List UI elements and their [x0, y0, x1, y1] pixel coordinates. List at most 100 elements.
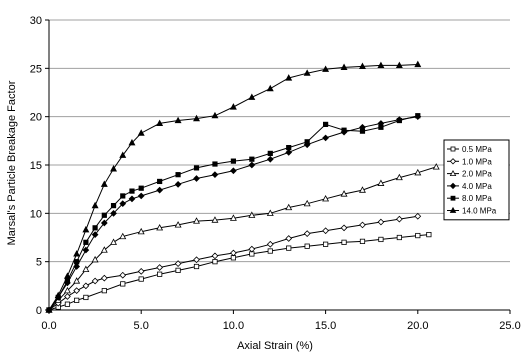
- data-point: [286, 245, 292, 251]
- data-point: [110, 209, 117, 217]
- data-point: [266, 240, 274, 248]
- y-tick-label: 25: [30, 63, 42, 75]
- data-point: [54, 291, 62, 299]
- y-tick-label: 0: [36, 305, 42, 317]
- data-point: [175, 172, 181, 178]
- data-point: [303, 199, 311, 207]
- data-point: [137, 227, 145, 235]
- data-point: [129, 188, 135, 194]
- x-tick-label: 20.0: [407, 320, 428, 332]
- y-tick-label: 20: [30, 112, 42, 124]
- data-point: [157, 271, 163, 277]
- data-point: [193, 256, 200, 264]
- data-point: [340, 190, 348, 197]
- data-point: [74, 259, 80, 265]
- data-point: [248, 211, 256, 218]
- data-point: [266, 155, 274, 163]
- data-point: [377, 61, 385, 69]
- data-point: [193, 263, 200, 270]
- data-point: [82, 225, 90, 233]
- data-point: [83, 239, 89, 245]
- data-point: [414, 60, 422, 68]
- legend-label: 1.0 MPa: [462, 157, 492, 166]
- legend-label: 8.0 MPa: [462, 194, 492, 203]
- data-point: [174, 180, 182, 188]
- data-point: [359, 238, 366, 244]
- data-point: [322, 194, 330, 202]
- data-point: [248, 245, 256, 253]
- data-point: [156, 223, 164, 231]
- data-point: [415, 113, 421, 119]
- data-point: [92, 225, 98, 231]
- data-point: [193, 165, 200, 171]
- data-point: [91, 277, 99, 285]
- data-point: [100, 246, 108, 253]
- data-point: [396, 117, 402, 124]
- data-point: [83, 294, 89, 301]
- legend-marker: [449, 158, 457, 165]
- data-point: [322, 241, 329, 247]
- data-point: [267, 248, 273, 254]
- data-point: [378, 124, 384, 130]
- data-point: [415, 232, 421, 239]
- legend-label: 2.0 MPa: [462, 170, 492, 179]
- data-point: [119, 200, 127, 208]
- data-point: [137, 267, 145, 275]
- data-point: [359, 62, 366, 69]
- data-point: [266, 209, 274, 216]
- y-tick-label: 30: [30, 15, 42, 27]
- data-point: [63, 286, 71, 294]
- series-4: [46, 113, 421, 313]
- data-point: [378, 236, 384, 243]
- data-point: [138, 276, 144, 282]
- data-point: [193, 175, 200, 182]
- data-point: [100, 274, 108, 282]
- data-point: [91, 255, 99, 263]
- series-0: [46, 231, 432, 313]
- data-point: [426, 231, 432, 238]
- legend-label: 4.0 MPa: [462, 182, 492, 191]
- data-point: [341, 127, 347, 133]
- data-point: [157, 178, 163, 185]
- series-5: [45, 60, 422, 313]
- data-point: [211, 216, 219, 223]
- data-point: [322, 121, 329, 127]
- x-tick-label: 10.0: [223, 320, 244, 332]
- data-point: [395, 61, 403, 69]
- x-tick-label: 15.0: [315, 320, 336, 332]
- data-point: [248, 93, 256, 100]
- data-point: [91, 231, 99, 238]
- data-point: [128, 195, 136, 203]
- series-line: [48, 166, 437, 311]
- data-point: [267, 150, 273, 156]
- data-point: [359, 186, 366, 193]
- data-point: [174, 116, 182, 124]
- data-point: [101, 212, 107, 218]
- y-tick-label: 15: [30, 160, 42, 172]
- data-point: [110, 202, 117, 209]
- data-point: [64, 301, 71, 307]
- data-point: [286, 144, 292, 151]
- data-point: [110, 165, 118, 172]
- data-point: [156, 186, 164, 194]
- data-point: [303, 230, 311, 237]
- legend-box: [443, 139, 510, 221]
- data-point: [120, 193, 126, 199]
- legend-marker: [450, 146, 456, 152]
- axes: 0 5 10 15 20 25 30 0.0 5.0 10.0 15.0 20.0 25.0: [30, 15, 521, 332]
- data-point: [63, 272, 71, 279]
- data-point: [73, 287, 81, 295]
- data-point: [377, 218, 385, 226]
- data-point: [119, 232, 127, 240]
- legend-marker: [449, 206, 457, 213]
- series-line: [48, 116, 418, 311]
- data-point: [193, 217, 200, 224]
- data-point: [359, 128, 366, 134]
- series-line: [48, 64, 418, 311]
- data-point: [156, 119, 164, 127]
- y-tick-label: 5: [36, 257, 42, 269]
- data-point: [119, 271, 127, 279]
- data-point: [230, 167, 237, 175]
- x-tick-label: 25.0: [499, 320, 520, 332]
- data-point: [100, 180, 108, 187]
